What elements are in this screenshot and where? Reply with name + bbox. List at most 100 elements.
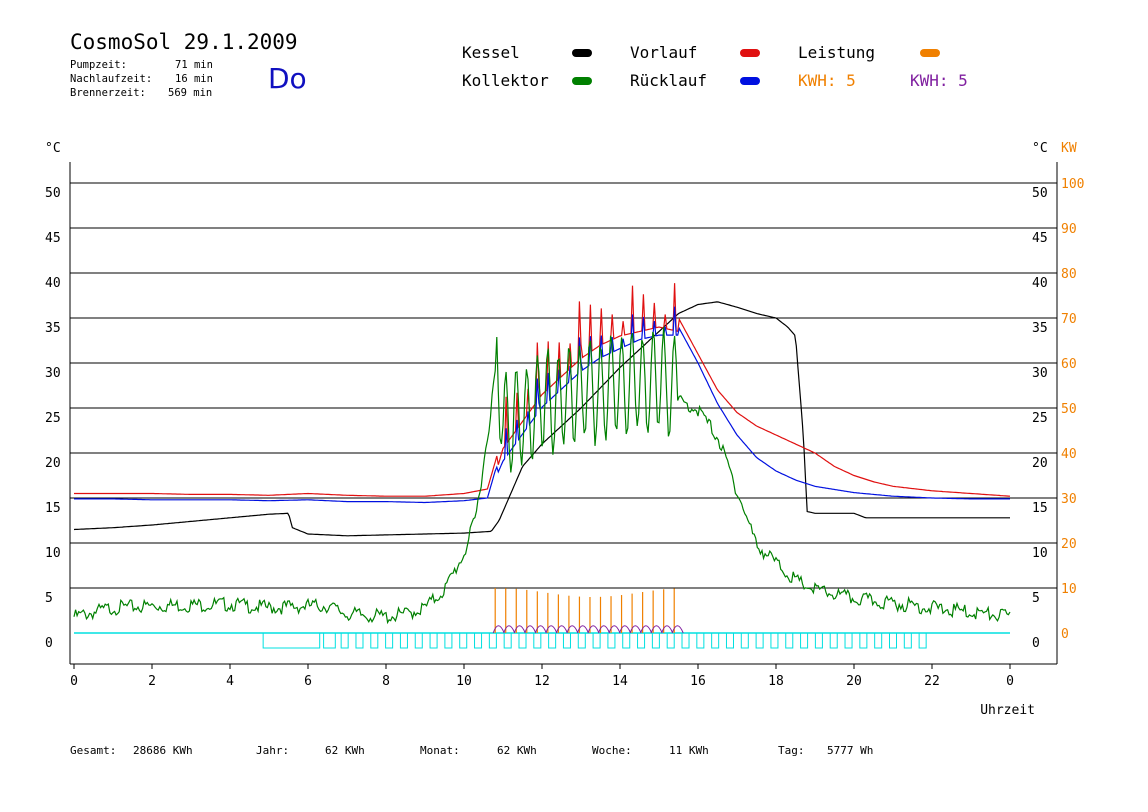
y2-tick-label: 0 xyxy=(1061,627,1069,642)
y-tick-label-left: 15 xyxy=(45,501,61,516)
brennerzeit-value: 569 min xyxy=(168,87,213,99)
footer-jahr-label: Jahr: xyxy=(256,744,290,757)
x-tick-label: 2 xyxy=(148,674,156,689)
y-tick-label-right: 50 xyxy=(1032,186,1048,201)
pump-cycle-box xyxy=(577,632,586,649)
y2-tick-label: 70 xyxy=(1061,312,1077,327)
x-tick-label: 10 xyxy=(456,674,472,689)
x-axis-label: Uhrzeit xyxy=(980,703,1035,718)
pump-cycle-box xyxy=(429,632,438,649)
y2-tick-label: 30 xyxy=(1061,492,1077,507)
y2-tick-label: 100 xyxy=(1061,177,1084,192)
legend-vorlauf: Vorlauf xyxy=(630,43,698,62)
footer-gesamt-value: 28686 KWh xyxy=(133,744,193,757)
footer-monat-value: 62 KWh xyxy=(497,744,537,757)
y-tick-label-right: 25 xyxy=(1032,411,1048,426)
x-tick-label: 20 xyxy=(846,674,862,689)
energy-pulse xyxy=(650,625,663,634)
pump-cycle-box xyxy=(651,632,660,649)
pump-cycle-box xyxy=(755,632,764,649)
nachlaufzeit-value: 16 min xyxy=(175,73,213,85)
y-tick-label-left: 20 xyxy=(45,456,61,471)
pump-cycle-box xyxy=(829,632,838,649)
brennerzeit-label: Brennerzeit: xyxy=(70,87,146,99)
pump-cycle-box xyxy=(918,632,927,649)
y-tick-label-left: 30 xyxy=(45,366,61,381)
series-line-vorlauf xyxy=(74,283,1011,497)
energy-pulse xyxy=(640,625,653,634)
pump-cycle-box xyxy=(592,632,601,649)
y2-tick-label: 90 xyxy=(1061,222,1077,237)
footer-jahr-value: 62 KWh xyxy=(325,744,365,757)
pump-cycle-box xyxy=(637,632,646,649)
pump-cycle-box xyxy=(844,632,853,649)
energy-pulse xyxy=(492,625,505,634)
energy-pulse xyxy=(598,625,610,634)
pump-cycle-box xyxy=(355,632,364,649)
energy-pulse xyxy=(566,625,579,634)
y-tick-label-right: 30 xyxy=(1032,366,1048,381)
y2-tick-label: 20 xyxy=(1061,537,1077,552)
pump-cycle-box xyxy=(459,632,468,649)
legend-kwh-purple: KWH: 5 xyxy=(910,71,968,90)
legend-leistung-swatch xyxy=(920,49,940,57)
pump-cycle-box xyxy=(370,632,379,649)
pump-cycle-box xyxy=(607,632,616,649)
x-tick-label: 12 xyxy=(534,674,550,689)
y-unit-left: °C xyxy=(45,141,61,156)
footer-tag-label: Tag: xyxy=(778,744,805,757)
legend-leistung: Leistung xyxy=(798,43,876,62)
y-unit-right: °C xyxy=(1032,141,1048,156)
pump-cycle-box xyxy=(385,632,394,649)
y-tick-label-left: 10 xyxy=(45,546,61,561)
chart-title: CosmoSol 29.1.2009 xyxy=(70,30,298,54)
pump-cycle-box xyxy=(444,632,453,649)
pump-cycle-box xyxy=(681,632,690,649)
pump-cycle-box xyxy=(622,632,631,649)
legend-kollektor-swatch xyxy=(572,77,592,85)
pump-cycle-box xyxy=(488,632,497,649)
y-tick-label-right: 10 xyxy=(1032,546,1048,561)
pump-cycle-box xyxy=(666,632,675,649)
pump-cycle-box xyxy=(323,632,336,649)
y2-tick-label: 40 xyxy=(1061,447,1077,462)
y-tick-label-right: 45 xyxy=(1032,231,1048,246)
pump-cycle-box xyxy=(725,632,734,649)
footer-woche-label: Woche: xyxy=(592,744,632,757)
nachlaufzeit-label: Nachlaufzeit: xyxy=(70,73,153,85)
pump-cycle-box xyxy=(474,632,483,649)
footer-woche-value: 11 KWh xyxy=(669,744,709,757)
y-tick-label-right: 15 xyxy=(1032,501,1048,516)
y2-tick-label: 60 xyxy=(1061,357,1077,372)
pump-cycle-box xyxy=(785,632,794,649)
energy-pulse xyxy=(534,625,547,634)
pump-cycle-box xyxy=(859,632,868,649)
x-tick-label: 18 xyxy=(768,674,784,689)
series-line-kessel xyxy=(73,301,1010,537)
energy-pulse xyxy=(545,625,558,634)
pump-cycle-box xyxy=(518,632,527,649)
footer-gesamt-label: Gesamt: xyxy=(70,744,117,757)
series-line-rcklauf xyxy=(74,306,1010,504)
energy-pulse xyxy=(671,625,684,634)
energy-pulse xyxy=(619,625,632,634)
legend-kessel-swatch xyxy=(572,49,592,57)
energy-pulse xyxy=(587,625,600,634)
x-tick-label: 0 xyxy=(1006,674,1014,689)
pump-cycle-box xyxy=(399,632,408,649)
pump-cycle-box xyxy=(696,632,705,649)
pump-cycle-box xyxy=(562,632,571,649)
y-tick-label-left: 5 xyxy=(45,591,53,606)
pump-cycle-box xyxy=(414,632,423,649)
series-line-kollektor xyxy=(73,326,1011,625)
energy-pulse xyxy=(503,625,516,634)
y-tick-label-right: 40 xyxy=(1032,276,1048,291)
y-tick-label-right: 0 xyxy=(1032,636,1040,651)
x-tick-label: 6 xyxy=(304,674,312,689)
pump-cycle-box xyxy=(814,632,823,649)
y-tick-label-right: 5 xyxy=(1032,591,1040,606)
weekday-label: Do xyxy=(268,62,307,95)
x-tick-label: 14 xyxy=(612,674,628,689)
y-tick-label-left: 40 xyxy=(45,276,61,291)
